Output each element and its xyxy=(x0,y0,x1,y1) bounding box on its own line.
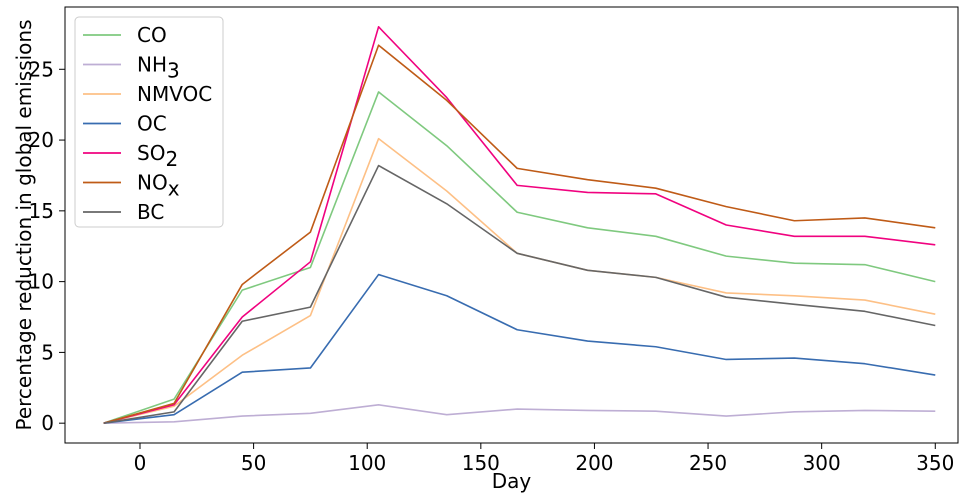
legend-label-bc: BC xyxy=(137,200,164,224)
y-tick-label: 5 xyxy=(41,340,54,364)
legend-label-oc: OC xyxy=(137,112,167,136)
y-tick-label: 20 xyxy=(29,128,54,152)
x-tick-label: 100 xyxy=(348,451,386,475)
x-axis-label: Day xyxy=(492,469,532,493)
legend-label-so2: SO2 xyxy=(137,141,178,171)
y-axis: 0 5 10 15 20 25 xyxy=(29,57,65,435)
x-tick-label: 200 xyxy=(575,451,613,475)
series-line-bc xyxy=(103,164,936,424)
legend-label-subscript: x xyxy=(168,177,180,201)
y-tick-label: 15 xyxy=(29,199,54,223)
series-line-so2 xyxy=(103,26,936,424)
legend-label-nox: NOx xyxy=(137,171,180,201)
y-tick-label: 0 xyxy=(41,411,54,435)
legend-box xyxy=(74,16,224,228)
legend-label-text: NO xyxy=(137,171,168,195)
x-tick-label: 300 xyxy=(803,451,841,475)
x-tick-label: 0 xyxy=(134,451,147,475)
legend-label-text: OC xyxy=(137,112,167,136)
series-line-nh3 xyxy=(103,403,936,424)
plot-frame xyxy=(64,6,959,444)
y-tick-label: 10 xyxy=(29,270,54,294)
x-tick-label: 250 xyxy=(689,451,727,475)
legend-label-subscript: 3 xyxy=(167,59,180,83)
x-axis: 0 50 100 150 200 250 300 350 xyxy=(134,443,954,475)
legend-label-co: CO xyxy=(137,23,167,47)
legend-label-text: SO xyxy=(137,141,165,165)
legend-label-text: CO xyxy=(137,23,167,47)
legend-label-text: NMVOC xyxy=(137,82,212,106)
legend-label-nmvoc: NMVOC xyxy=(137,82,212,106)
y-tick-label: 25 xyxy=(29,57,54,81)
series-line-oc xyxy=(103,273,936,424)
x-tick-label: 350 xyxy=(916,451,954,475)
y-axis-label: Percentage reduction in global emissions xyxy=(12,19,36,430)
legend-label-nh3: NH3 xyxy=(137,53,180,83)
series-lines xyxy=(103,26,936,424)
legend-label-text: BC xyxy=(137,200,164,224)
series-line-nox xyxy=(103,44,936,424)
series-line-co xyxy=(103,91,936,424)
x-tick-label: 150 xyxy=(462,451,500,475)
legend-label-subscript: 2 xyxy=(165,147,178,171)
x-tick-label: 50 xyxy=(241,451,266,475)
legend-label-text: NH xyxy=(137,53,167,77)
